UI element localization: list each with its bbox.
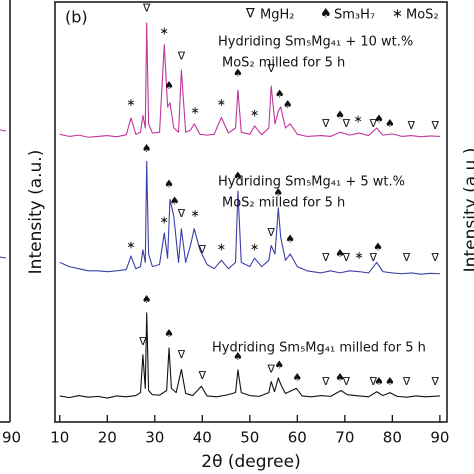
x-tick-label: 50 (240, 429, 259, 447)
peak-marker: ∇ (321, 117, 330, 130)
legend-label: Sm₃H₇ (334, 8, 375, 23)
series-label: MoS₂ milled for 5 h (222, 196, 345, 211)
peak-marker: ♠ (335, 371, 345, 384)
x-tick-label: 70 (335, 429, 354, 447)
left-panel-tick-label: 90 (2, 429, 21, 447)
peak-marker: ♠ (164, 178, 174, 191)
left-panel-trace (0, 129, 7, 132)
peak-marker: ∇ (198, 243, 207, 256)
xrd-trace (59, 312, 440, 399)
peak-marker: ∇ (430, 375, 439, 388)
peak-marker: ∗ (217, 96, 226, 109)
peak-marker: ∇ (177, 348, 186, 361)
peak-marker: ∇ (369, 251, 378, 264)
peak-marker: ∇ (177, 50, 186, 63)
xrd-trace (59, 161, 440, 275)
peak-marker: ∇ (267, 62, 276, 75)
peak-marker: ∇ (342, 251, 351, 264)
peak-marker: ∇ (402, 251, 411, 264)
peak-marker: ∗ (354, 249, 363, 262)
peak-marker: ∗ (160, 24, 169, 37)
peak-marker: ∗ (126, 96, 135, 109)
peak-marker: ♠ (385, 117, 395, 130)
peak-marker: ♠ (275, 87, 285, 100)
peak-marker: ∇ (321, 375, 330, 388)
peak-marker: ∗ (191, 104, 200, 117)
peak-marker: ♠ (283, 98, 293, 111)
peak-marker: ♠ (374, 375, 384, 388)
x-tick-label: 20 (98, 429, 117, 447)
peak-marker: ♠ (292, 371, 302, 384)
plot-frame (54, 1, 448, 423)
legend-label: MgH₂ (260, 8, 294, 23)
peak-marker: ∇ (430, 119, 439, 132)
x-tick-label: 10 (50, 429, 69, 447)
peak-marker: ∗ (191, 207, 200, 220)
peak-marker: ∗ (126, 239, 135, 252)
legend-symbol: ∇ (245, 7, 255, 22)
series-label: Hydriding Sm₅Mg₄₁ milled for 5 h (212, 341, 426, 356)
peak-marker: ∗ (250, 106, 259, 119)
x-axis-title: 2θ (degree) (201, 452, 300, 472)
panel-label: (b) (65, 8, 88, 27)
legend-label: MoS₂ (406, 8, 439, 23)
xrd-trace (59, 22, 440, 138)
x-tick-label: 60 (288, 429, 307, 447)
peak-marker: ∗ (160, 213, 169, 226)
peak-marker: ∇ (407, 119, 416, 132)
series-label: Hydriding Sm₅Mg₄₁ + 5 wt.% (218, 175, 405, 190)
peak-marker: ♠ (142, 142, 152, 155)
peak-marker: ∇ (369, 117, 378, 130)
peak-marker: ∇ (267, 226, 276, 239)
peak-marker: ∗ (250, 241, 259, 254)
peak-marker: ♠ (385, 375, 395, 388)
right-panel-y-label: Intensity (a.u.) (461, 148, 474, 273)
peak-marker: ♠ (273, 186, 283, 199)
peak-marker: ♠ (374, 113, 384, 126)
peak-marker: ♠ (233, 350, 243, 363)
peak-marker: ♠ (233, 169, 243, 182)
peak-marker: ∇ (321, 251, 330, 264)
peak-marker: ∇ (177, 207, 186, 220)
peak-marker: ∗ (217, 241, 226, 254)
peak-marker: ∇ (369, 375, 378, 388)
peak-marker: ∇ (342, 375, 351, 388)
peak-marker: ♠ (142, 293, 152, 306)
peak-marker: ♠ (164, 327, 174, 340)
peak-marker: ∇ (430, 251, 439, 264)
peak-marker: ♠ (335, 247, 345, 260)
peak-marker: ∇ (402, 375, 411, 388)
peak-marker: ♠ (164, 79, 174, 92)
peak-marker: ∗ (354, 113, 363, 126)
x-tick-label: 30 (145, 429, 164, 447)
peak-marker: ♠ (274, 358, 284, 371)
peak-marker: ♠ (233, 66, 243, 79)
peak-marker: ∇ (267, 363, 276, 376)
x-tick-label: 40 (193, 429, 212, 447)
left-panel-trace (0, 256, 7, 259)
peak-marker: ♠ (170, 195, 180, 208)
peak-marker: ∇ (342, 117, 351, 130)
series-label: MoS₂ milled for 5 h (222, 56, 345, 71)
series-label: Hydriding Sm₅Mg₄₁ + 10 wt.% (218, 35, 413, 50)
peak-marker: ♠ (285, 232, 295, 245)
legend-symbol: ♠ (320, 7, 332, 22)
peak-marker: ♠ (335, 108, 345, 121)
x-tick-label: 80 (383, 429, 402, 447)
x-tick-label: 90 (430, 429, 449, 447)
peak-marker: ∇ (198, 369, 207, 382)
peak-marker: ♠ (373, 241, 383, 254)
legend-symbol: ∗ (392, 7, 403, 22)
peak-marker: ∇ (142, 1, 151, 14)
y-axis-title: Intensity (a.u.) (26, 150, 46, 275)
peak-marker: ∇ (138, 335, 147, 348)
